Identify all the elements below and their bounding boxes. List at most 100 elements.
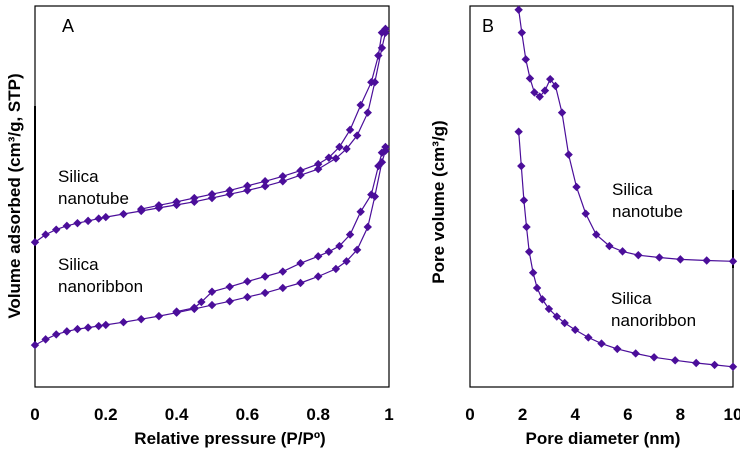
panel-b-point-silica-nanoribbon-20 (728, 362, 738, 372)
panel-b-point-silica-nanotube-20 (728, 257, 738, 266)
panel-a-point-silica-nanotube-desorption-1 (377, 28, 387, 37)
panel-b-annotation-nanotube: Silica nanotube (612, 180, 683, 221)
panel-a-point-silica-nanoribbon-desorption-14 (207, 287, 217, 296)
panel-a-point-silica-nanoribbon-adsorption-20 (331, 264, 341, 274)
panel-a-point-silica-nanoribbon-desorption-17 (172, 307, 181, 316)
panel-b-point-silica-nanotube-10 (564, 150, 573, 159)
panel-b: B 0 2 4 6 8 10 Pore diameter (nm) Pore volume… (429, 5, 740, 448)
panel-a-point-silica-nanotube-adsorption-15 (243, 186, 252, 195)
panel-b-annotation-nanotube-line2: nanotube (612, 202, 683, 221)
panel-a-point-silica-nanoribbon-adsorption-4 (73, 324, 82, 334)
panel-a-point-silica-nanotube-desorption-8 (314, 159, 323, 169)
panel-a-point-silica-nanotube-adsorption-0 (30, 238, 40, 247)
panel-a-plot-area (30, 24, 390, 350)
panel-b-x-axis-title: Pore diameter (nm) (526, 429, 681, 448)
panel-a-point-silica-nanoribbon-adsorption-8 (119, 318, 128, 327)
panel-b-point-silica-nanoribbon-5 (528, 268, 538, 277)
panel-a: A 0 0.2 0.4 0.6 0.8 1 Relative pressure (P/Pº… (5, 5, 394, 448)
panel-a-annotation-nanoribbon: Silica nanoribbon (58, 255, 143, 296)
panel-a-point-silica-nanotube-adsorption-3 (62, 221, 72, 231)
panel-b-x-tick-label: 6 (623, 405, 632, 424)
panel-b-x-tick-label: 2 (518, 405, 527, 424)
panel-a-point-silica-nanotube-desorption-6 (335, 142, 344, 152)
panel-a-point-silica-nanoribbon-adsorption-22 (352, 245, 362, 255)
panel-a-point-silica-nanotube-adsorption-2 (52, 225, 61, 234)
panel-a-point-silica-nanotube-desorption-13 (225, 186, 234, 195)
panel-a-point-silica-nanoribbon-adsorption-19 (314, 272, 323, 281)
panel-a-point-silica-nanotube-adsorption-5 (83, 216, 93, 226)
panel-b-point-silica-nanoribbon-18 (691, 358, 701, 368)
panel-b-x-tick-label: 4 (570, 405, 580, 424)
panel-a-point-silica-nanotube-adsorption-1 (41, 230, 50, 239)
panel-b-x-tick-label: 10 (724, 405, 740, 424)
panel-a-point-silica-nanotube-desorption-14 (207, 190, 217, 199)
panel-a-point-silica-nanoribbon-desorption-10 (278, 267, 287, 276)
panel-a-point-silica-nanotube-desorption-17 (154, 201, 164, 210)
panel-b-y-axis-title: Pore volume (cm³/g) (429, 120, 448, 283)
panel-b-point-silica-nanoribbon-15 (631, 349, 640, 358)
panel-a-point-silica-nanotube-adsorption-21 (342, 144, 351, 154)
panel-b-point-silica-nanotube-19 (702, 256, 711, 265)
panel-a-point-silica-nanotube-desorption-5 (345, 125, 355, 135)
panel-b-point-silica-nanoribbon-16 (649, 353, 659, 362)
panel-b-point-silica-nanoribbon-0 (514, 127, 523, 136)
panel-b-point-silica-nanoribbon-6 (532, 283, 542, 293)
panel-b-point-silica-nanotube-8 (551, 81, 560, 91)
panel-a-point-silica-nanoribbon-desorption-2 (374, 161, 383, 171)
panel-b-x-ticks: 0 2 4 6 8 10 (465, 405, 740, 424)
panel-a-point-silica-nanoribbon-adsorption-1 (41, 335, 50, 344)
panel-a-point-silica-nanotube-adsorption-6 (94, 214, 103, 223)
panel-b-point-silica-nanoribbon-9 (552, 312, 561, 321)
panel-a-point-silica-nanoribbon-desorption-8 (314, 252, 323, 261)
panel-b-series-line-silica-nanoribbon (518, 131, 734, 368)
panel-a-point-silica-nanoribbon-adsorption-5 (83, 323, 93, 332)
panel-a-point-silica-nanoribbon-desorption-16 (190, 303, 199, 312)
panel-b-point-silica-nanoribbon-11 (571, 325, 580, 335)
panel-a-point-silica-nanoribbon-adsorption-23 (363, 222, 372, 232)
panel-a-point-silica-nanotube-adsorption-22 (352, 131, 362, 140)
panel-a-point-silica-nanotube-desorption-4 (356, 100, 365, 110)
panel-a-x-tick-label: 0 (30, 405, 39, 424)
panel-a-point-silica-nanoribbon-adsorption-7 (101, 320, 110, 330)
panel-b-plot-area (514, 5, 738, 372)
panel-b-point-silica-nanoribbon-13 (597, 339, 606, 348)
panel-a-point-silica-nanotube-adsorption-23 (363, 108, 372, 117)
panel-a-point-silica-nanotube-desorption-12 (243, 181, 252, 191)
panel-a-point-silica-nanoribbon-adsorption-21 (342, 257, 351, 266)
panel-b-point-silica-nanotube-13 (592, 230, 601, 239)
panel-a-point-silica-nanotube-desorption-2 (374, 51, 383, 60)
panel-a-point-silica-nanoribbon-desorption-12 (243, 277, 252, 286)
panel-b-point-silica-nanoribbon-2 (519, 196, 529, 205)
panel-a-point-silica-nanoribbon-adsorption-10 (154, 311, 164, 321)
panel-a-y-axis-title: Volume adsorbed (cm³/g, STP) (5, 73, 24, 318)
panel-b-point-silica-nanotube-0 (514, 5, 523, 15)
panel-b-point-silica-nanotube-6 (540, 86, 550, 95)
panel-a-point-silica-nanotube-adsorption-17 (278, 177, 287, 186)
panel-b-annotation-nanoribbon-line1: Silica (611, 289, 652, 308)
panel-a-point-silica-nanoribbon-adsorption-13 (207, 300, 217, 310)
panel-a-point-silica-nanotube-desorption-3 (367, 78, 376, 87)
panel-a-annotation-nanotube-line2: nanotube (58, 189, 129, 208)
panel-b-annotation-nanoribbon: Silica nanoribbon (611, 289, 696, 330)
panel-b-point-silica-nanoribbon-14 (613, 344, 622, 354)
panel-a-point-silica-nanotube-adsorption-8 (119, 209, 128, 219)
panel-b-point-silica-nanotube-11 (572, 182, 581, 192)
panel-b-annotation-nanoribbon-line2: nanoribbon (611, 311, 696, 330)
panel-a-point-silica-nanotube-adsorption-25 (377, 43, 387, 53)
panel-a-point-silica-nanotube-desorption-16 (172, 197, 181, 207)
panel-a-point-silica-nanotube-adsorption-18 (296, 170, 305, 180)
panel-a-point-silica-nanotube-desorption-9 (296, 166, 305, 175)
panel-a-annotation-nanoribbon-line2: nanoribbon (58, 277, 143, 296)
panel-b-point-silica-nanoribbon-17 (670, 356, 680, 365)
panel-a-point-silica-nanoribbon-desorption-9 (296, 258, 305, 268)
panel-b-point-silica-nanotube-14 (605, 241, 614, 251)
panel-b-point-silica-nanotube-15 (618, 247, 627, 256)
panel-a-point-silica-nanoribbon-desorption-0 (381, 142, 390, 152)
panel-b-point-silica-nanotube-7 (546, 74, 555, 84)
panel-a-annotation-nanoribbon-line1: Silica (58, 255, 99, 274)
panel-a-x-tick-label: 0.8 (306, 405, 330, 424)
panel-a-point-silica-nanoribbon-desorption-6 (335, 241, 344, 251)
panel-b-point-silica-nanoribbon-10 (560, 318, 569, 328)
panel-a-label: A (62, 16, 74, 36)
